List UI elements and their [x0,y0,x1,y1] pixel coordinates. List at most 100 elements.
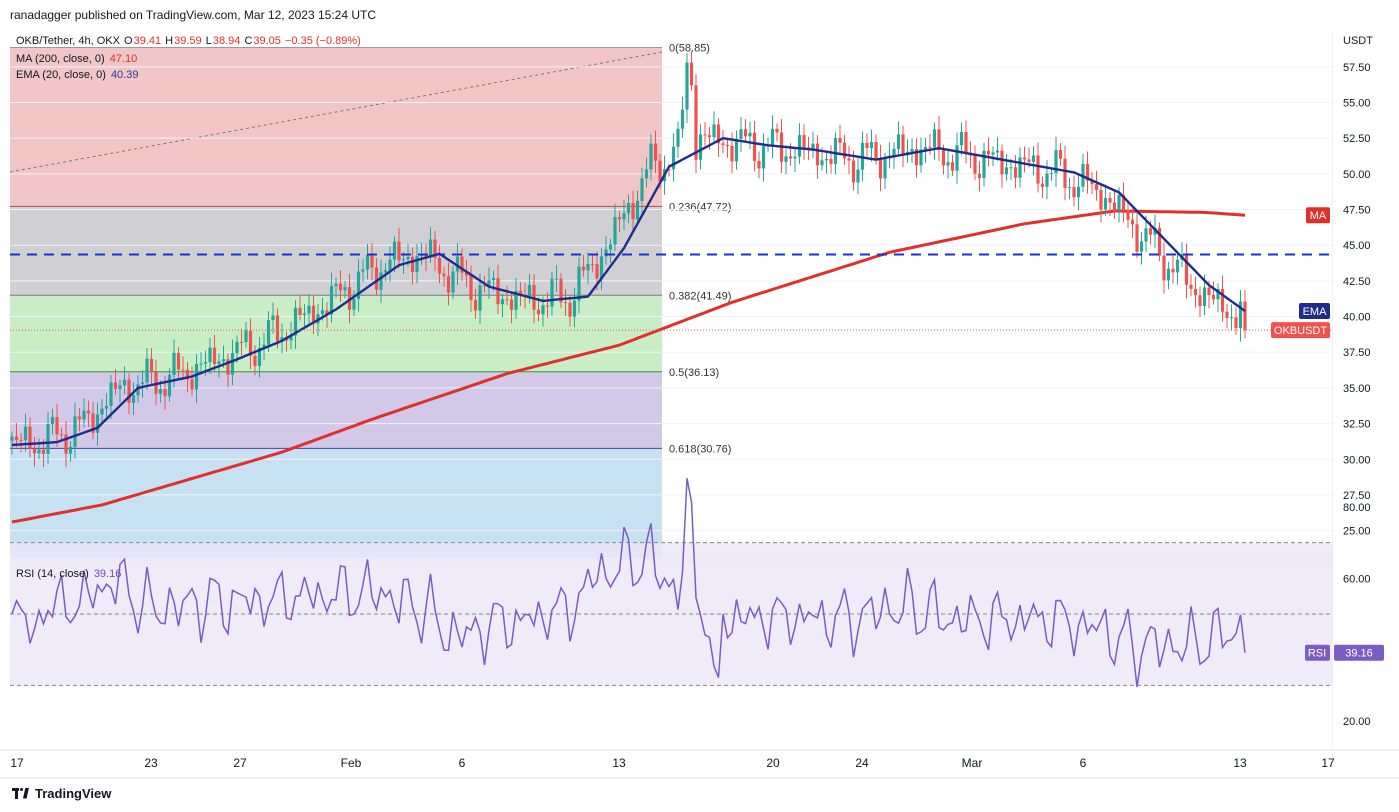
candle [878,158,883,179]
candle [73,416,77,447]
candle [100,408,104,415]
candle [1121,194,1126,211]
ma-line [11,209,1246,524]
ema-line [11,136,1246,447]
rsi-line [11,478,1246,688]
candle [851,160,856,183]
candle [568,302,572,317]
candle [280,337,284,342]
candle [320,310,325,315]
candle [874,142,878,159]
candle [1211,295,1216,300]
candle [1000,150,1004,175]
price-axis-bg [1333,30,1399,750]
ema-legend[interactable]: EMA (20, close, 0) 40.39 [16,69,139,81]
candle [1157,227,1162,256]
candle [356,271,361,299]
candle [554,278,559,280]
candle [1162,255,1166,281]
candle [590,263,595,265]
candle [82,410,86,420]
candle [482,285,487,287]
candle [194,364,199,390]
candle [937,129,941,150]
candle [1238,301,1243,329]
candle [1130,219,1135,225]
candle [950,162,955,171]
candle [446,276,451,293]
candle [883,158,887,179]
candle [667,169,671,171]
time-tick-label: 27 [233,756,247,770]
candle [914,149,919,166]
candle [941,149,946,166]
candle [176,352,181,370]
rsi-tick-label: 80.00 [1343,502,1371,514]
candle [892,148,896,156]
candle [199,363,203,365]
candle [1220,288,1225,312]
candle [221,359,226,362]
fib-level-label: 0(58.85) [669,43,710,55]
price-tick-label: 50.00 [1343,169,1371,181]
candle [869,142,874,149]
candle [761,146,766,169]
candle [1054,150,1058,174]
candle [1045,173,1049,187]
candle [1139,241,1144,252]
ma-legend[interactable]: MA (200, close, 0) 47.10 [16,53,138,65]
price-tick-label: 42.50 [1343,276,1371,288]
candle [1234,317,1238,329]
candle [397,241,401,261]
candle [712,124,716,138]
high-value: 39.59 [174,35,202,47]
candle [1085,163,1090,181]
candle [478,285,482,311]
candle [1022,157,1027,160]
candle [743,129,748,137]
candle [329,285,334,315]
candle [271,315,275,321]
candle [185,369,190,380]
candle [181,369,185,371]
candle [23,426,28,441]
candle [1153,227,1157,235]
candle [694,85,698,160]
time-tick-label: 17 [1321,756,1335,770]
symbol-name[interactable]: OKB/Tether, 4h, OKX [16,35,120,47]
candle [365,254,370,270]
price-tick-label: 32.50 [1343,419,1371,431]
candle [572,300,577,317]
candle [1031,155,1036,162]
candle [343,287,347,291]
time-axis: 17 23 27 Feb 6 13 20 24 Mar 6 13 17 [0,749,1399,779]
candle [1189,284,1193,289]
candle [217,361,221,365]
price-tick-label: 52.50 [1343,133,1371,145]
fib-level-label: 0.5(36.13) [669,367,719,379]
candle [464,272,469,276]
candle [145,358,149,383]
time-tick-label: 24 [855,756,869,770]
tradingview-logo[interactable]: TradingView [12,786,111,801]
candle [253,355,257,367]
candle [370,254,374,268]
rsi-legend[interactable]: RSI (14, close) 39.16 [16,568,122,580]
candle [487,280,491,287]
candle [392,241,397,260]
candle [1099,189,1103,210]
candle [118,385,122,390]
candle [725,144,730,146]
candle [1072,187,1076,198]
fib-level-label: 0.618(30.76) [669,443,731,455]
candle [109,382,113,407]
candle [797,135,802,157]
candle [64,434,68,454]
rsi-value-tag: 39.16 [1345,648,1373,660]
symbol-legend: OKB/Tether, 4h, OKX O39.41 H39.59 L38.94… [16,35,361,47]
candle [577,266,581,301]
candle [235,341,239,354]
close-value: 39.05 [253,35,281,47]
candle [829,158,833,164]
